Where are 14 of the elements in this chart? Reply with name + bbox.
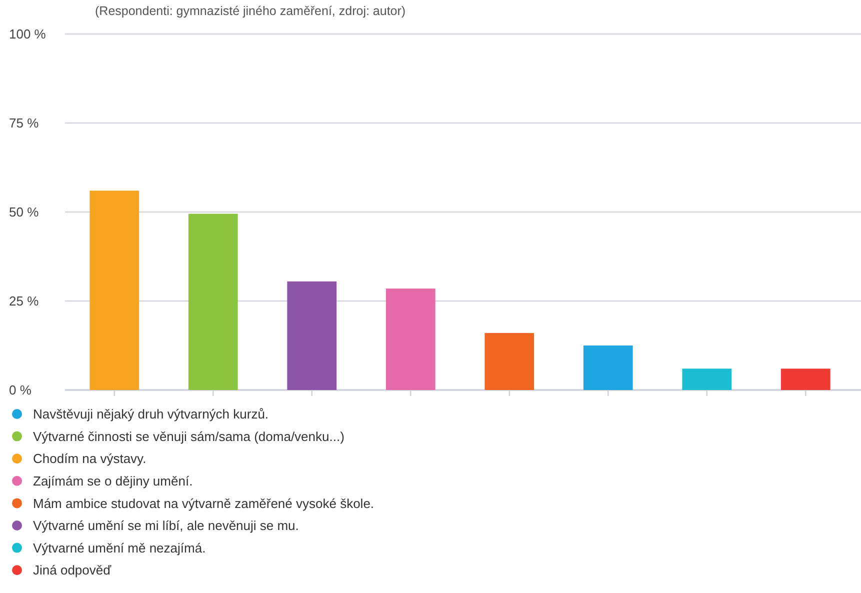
legend-label: Mám ambice studovat na výtvarně zaměřené vysoké škole.: [33, 496, 374, 511]
y-tick-label: 0 %: [9, 382, 32, 398]
legend-label: Výtvarné umění se mi líbí, ale nevěnuji se mu.: [33, 518, 299, 534]
legend-label: Chodím na výstavy.: [33, 451, 146, 466]
y-tick-label: 50 %: [9, 204, 40, 220]
y-tick-label: 100 %: [9, 26, 46, 42]
legend-label: Zajímám se o dějiny umění.: [33, 473, 193, 488]
y-tick-label: 25 %: [9, 294, 40, 309]
legend-label: Výtvarné činnosti se věnuji sám/sama (doma/venku...): [33, 428, 344, 444]
legend-label: Jiná odpověď: [33, 562, 112, 578]
y-tick-label: 75 %: [9, 116, 40, 131]
legend-label: Výtvarné umění mě nezajímá.: [33, 540, 206, 556]
legend-label: Navštěvuji nějaký druh výtvarných kurzů.: [33, 406, 269, 422]
chart-subtitle: (Respondenti: gymnazisté jiného zaměření, zdroj: autor): [95, 4, 406, 18]
